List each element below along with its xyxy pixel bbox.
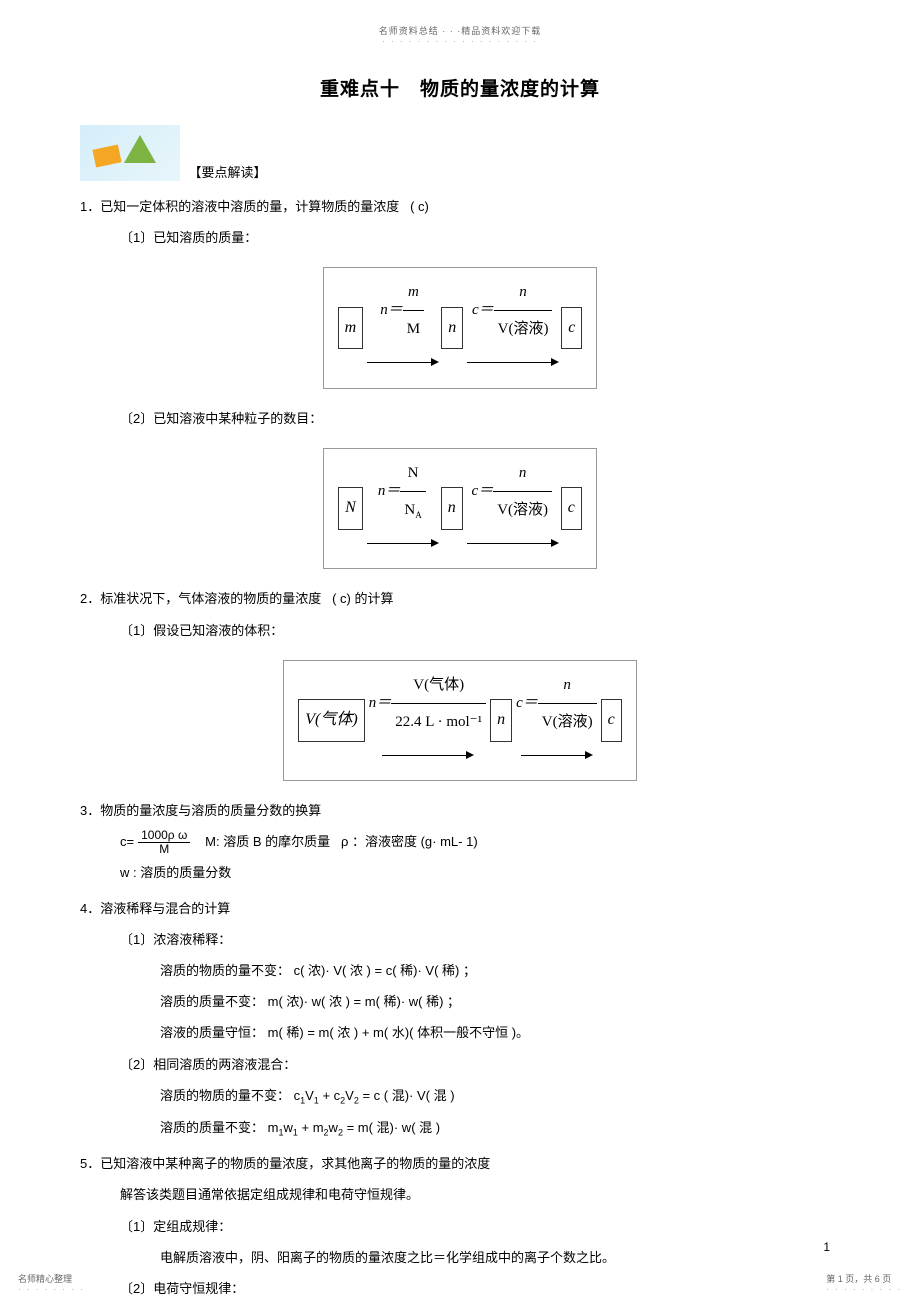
- s5-sub1: 〔1〕定组成规律：: [80, 1211, 840, 1242]
- s1-suffix: ( c): [410, 199, 429, 214]
- section-4: 4．溶液稀释与混合的计算: [80, 893, 840, 924]
- page-header: 名师资料总结 · · ·精品资料欢迎下载 · · · · · · · · · ·…: [0, 0, 920, 46]
- s4-line1: 溶质的物质的量不变： c( 浓)· V( 浓 ) = c( 稀)· V( 稀) …: [80, 955, 840, 986]
- s3-desc1: M: 溶质 B 的摩尔质量: [205, 834, 330, 849]
- box-m: m: [338, 307, 364, 349]
- s3-prefix: c=: [120, 834, 134, 849]
- footer-right: 第 1 页，共 6 页 · · · · · · · · ·: [826, 1272, 902, 1294]
- section-3: 3．物质的量浓度与溶质的质量分数的换算: [80, 795, 840, 826]
- keypoint-label: 【要点解读】: [188, 162, 266, 181]
- box-n2: n: [441, 487, 463, 529]
- box-c3: c: [601, 699, 622, 741]
- s1-sub1: 〔1〕已知溶质的质量：: [80, 222, 840, 253]
- box-c: c: [561, 307, 582, 349]
- section-5: 5．已知溶液中某种离子的物质的量浓度，求其他离子的物质的量的浓度: [80, 1148, 840, 1179]
- s3-desc2: ρ ：溶液密度 (g· mL- 1): [341, 834, 478, 849]
- s1-sub2: 〔2〕已知溶液中某种粒子的数目：: [80, 403, 840, 434]
- s2-heading: 2．标准状况下，气体溶液的物质的量浓度: [80, 591, 321, 606]
- page-number: 1: [823, 1240, 830, 1254]
- s4-sub1: 〔1〕浓溶液稀释：: [80, 924, 840, 955]
- s5-line2: 电解质溶液中，阴、阳离子的物质的量浓度之比＝化学组成中的离子个数之比。: [80, 1242, 840, 1273]
- s5-line1: 解答该类题目通常依据定组成规律和电荷守恒规律。: [80, 1179, 840, 1210]
- document-body: 1．已知一定体积的溶液中溶质的量，计算物质的量浓度 ( c) 〔1〕已知溶质的质…: [0, 191, 920, 1304]
- s4-line4: 溶质的物质的量不变： c1V1 + c2V2 = c ( 混)· V( 混 ): [80, 1080, 840, 1112]
- box-n: n: [441, 307, 463, 349]
- s4-line5: 溶质的质量不变： m1w1 + m2w2 = m( 混)· w( 混 ): [80, 1112, 840, 1144]
- box-N: N: [338, 487, 363, 529]
- decorative-icon: [80, 125, 180, 181]
- s1-heading: 1．已知一定体积的溶液中溶质的量，计算物质的量浓度: [80, 199, 399, 214]
- s2-sub1: 〔1〕假设已知溶液的体积：: [80, 615, 840, 646]
- formula-2: N n＝NNA n c＝nV(溶液) c: [80, 440, 840, 577]
- s3-formula-line: c=1000ρ ωM M: 溶质 B 的摩尔质量 ρ ：溶液密度 (g· mL-…: [80, 826, 840, 857]
- section-1: 1．已知一定体积的溶液中溶质的量，计算物质的量浓度 ( c): [80, 191, 840, 222]
- s4-sub2: 〔2〕相同溶质的两溶液混合：: [80, 1049, 840, 1080]
- s4-line2: 溶质的质量不变： m( 浓)· w( 浓 ) = m( 稀)· w( 稀) ；: [80, 986, 840, 1017]
- formula-3: V(气体) n＝V(气体)22.4 L · mol⁻¹ n c＝nV(溶液) c: [80, 652, 840, 789]
- s4-line3: 溶液的质量守恒： m( 稀) = m( 浓 ) + m( 水)( 体积一般不守恒…: [80, 1017, 840, 1048]
- keypoint-row: 【要点解读】: [0, 101, 920, 181]
- box-vgas: V(气体): [298, 699, 364, 741]
- s3-desc3: w : 溶质的质量分数: [80, 857, 840, 888]
- header-dots: · · · · · · · · · · · · · · · · · ·: [0, 37, 920, 46]
- footer-left: 名师精心整理 · · · · · · · ·: [18, 1272, 85, 1294]
- header-text: 名师资料总结 · · ·精品资料欢迎下载: [379, 26, 542, 36]
- formula-1: m n＝mM n c＝nV(溶液) c: [80, 259, 840, 396]
- section-2: 2．标准状况下，气体溶液的物质的量浓度 ( c) 的计算: [80, 583, 840, 614]
- footer-dots-right: · · · · · · · · ·: [826, 1285, 902, 1294]
- s5-sub2: 〔2〕电荷守恒规律：: [80, 1273, 840, 1304]
- box-c2: c: [561, 487, 582, 529]
- main-title: 重难点十 物质的量浓度的计算: [0, 74, 920, 101]
- footer-dots-left: · · · · · · · ·: [18, 1285, 85, 1294]
- box-n3: n: [490, 699, 512, 741]
- s2-suffix: ( c) 的计算: [332, 591, 393, 606]
